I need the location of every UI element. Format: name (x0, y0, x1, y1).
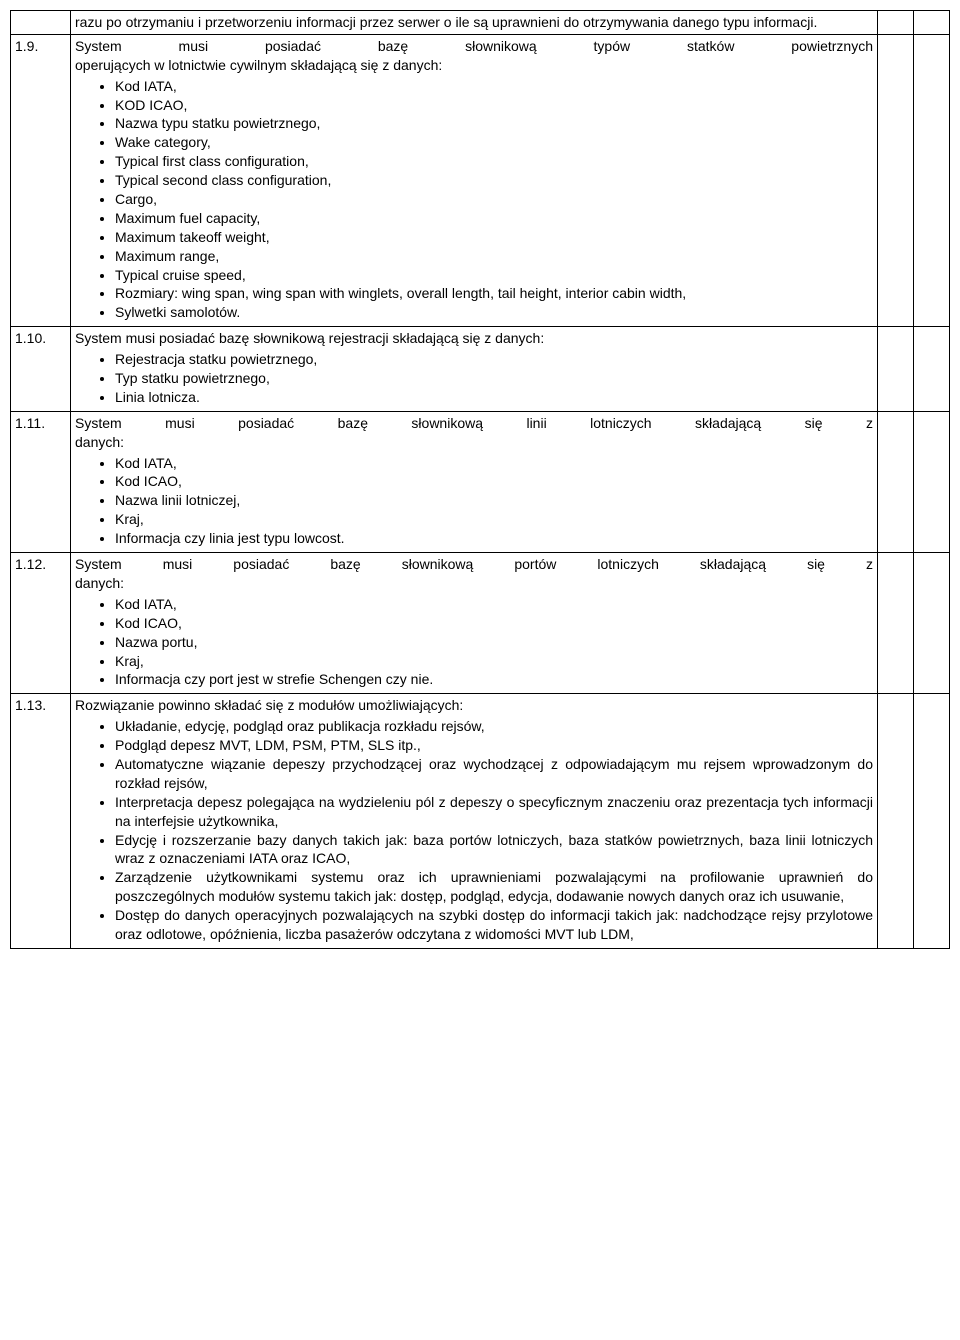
bullet-item: Nazwa linii lotniczej, (115, 491, 873, 510)
bullet-list: Rejestracja statku powietrznego,Typ stat… (75, 350, 873, 407)
row-intro: System musi posiadać bazę słownikową rej… (75, 329, 873, 348)
bullet-item: Zarządzenie użytkownikami systemu oraz i… (115, 868, 873, 906)
check-cell-2 (914, 694, 950, 949)
bullet-list: Układanie, edycję, podgląd oraz publikac… (75, 717, 873, 944)
bullet-item: Interpretacja depesz polegająca na wydzi… (115, 793, 873, 831)
bullet-item: Kod ICAO, (115, 472, 873, 491)
bullet-item: Dostęp do danych operacyjnych pozwalając… (115, 906, 873, 944)
row-intro: System musi posiadać bazę słownikową typ… (75, 37, 873, 56)
table-row: 1.9.System musi posiadać bazę słownikową… (11, 34, 950, 326)
table-row: 1.11.System musi posiadać bazę słownikow… (11, 411, 950, 552)
check-cell-2 (914, 411, 950, 552)
row-description: System musi posiadać bazę słownikową lin… (71, 411, 878, 552)
bullet-item: Nazwa typu statku powietrznego, (115, 114, 873, 133)
row-intro: razu po otrzymaniu i przetworzeniu infor… (75, 13, 873, 32)
table-row: 1.10.System musi posiadać bazę słownikow… (11, 327, 950, 412)
row-intro: System musi posiadać bazę słownikową lin… (75, 414, 873, 433)
row-number: 1.10. (11, 327, 71, 412)
check-cell-1 (878, 694, 914, 949)
check-cell-2 (914, 11, 950, 35)
bullet-item: Nazwa portu, (115, 633, 873, 652)
row-description: System musi posiadać bazę słownikową rej… (71, 327, 878, 412)
bullet-item: Cargo, (115, 190, 873, 209)
bullet-item: Kod IATA, (115, 454, 873, 473)
bullet-item: Rozmiary: wing span, wing span with wing… (115, 284, 873, 303)
row-intro-cont: operujących w lotnictwie cywilnym składa… (75, 56, 873, 75)
row-intro: Rozwiązanie powinno składać się z modułó… (75, 696, 873, 715)
row-number: 1.12. (11, 553, 71, 694)
row-description: System musi posiadać bazę słownikową typ… (71, 34, 878, 326)
bullet-item: Układanie, edycję, podgląd oraz publikac… (115, 717, 873, 736)
bullet-item: Podgląd depesz MVT, LDM, PSM, PTM, SLS i… (115, 736, 873, 755)
bullet-item: Kod IATA, (115, 595, 873, 614)
bullet-item: Informacja czy port jest w strefie Schen… (115, 670, 873, 689)
row-description: Rozwiązanie powinno składać się z modułó… (71, 694, 878, 949)
bullet-list: Kod IATA,Kod ICAO,Nazwa portu,Kraj,Infor… (75, 595, 873, 689)
bullet-item: Kod IATA, (115, 77, 873, 96)
table-row: 1.12.System musi posiadać bazę słownikow… (11, 553, 950, 694)
check-cell-2 (914, 34, 950, 326)
bullet-item: Automatyczne wiązanie depeszy przychodzą… (115, 755, 873, 793)
bullet-list: Kod IATA,Kod ICAO,Nazwa linii lotniczej,… (75, 454, 873, 548)
row-description: System musi posiadać bazę słownikową por… (71, 553, 878, 694)
check-cell-2 (914, 327, 950, 412)
row-intro: System musi posiadać bazę słownikową por… (75, 555, 873, 574)
bullet-item: Edycję i rozszerzanie bazy danych takich… (115, 831, 873, 869)
bullet-item: Informacja czy linia jest typu lowcost. (115, 529, 873, 548)
bullet-item: Typ statku powietrznego, (115, 369, 873, 388)
bullet-item: Sylwetki samolotów. (115, 303, 873, 322)
check-cell-1 (878, 34, 914, 326)
bullet-item: Typical cruise speed, (115, 266, 873, 285)
requirements-table: razu po otrzymaniu i przetworzeniu infor… (10, 10, 950, 949)
bullet-item: Kraj, (115, 652, 873, 671)
bullet-item: Maximum fuel capacity, (115, 209, 873, 228)
check-cell-1 (878, 553, 914, 694)
row-number (11, 11, 71, 35)
bullet-item: KOD ICAO, (115, 96, 873, 115)
row-number: 1.13. (11, 694, 71, 949)
table-row: razu po otrzymaniu i przetworzeniu infor… (11, 11, 950, 35)
check-cell-1 (878, 327, 914, 412)
bullet-item: Maximum takeoff weight, (115, 228, 873, 247)
row-description: razu po otrzymaniu i przetworzeniu infor… (71, 11, 878, 35)
row-number: 1.11. (11, 411, 71, 552)
bullet-item: Maximum range, (115, 247, 873, 266)
bullet-item: Typical second class configuration, (115, 171, 873, 190)
bullet-item: Rejestracja statku powietrznego, (115, 350, 873, 369)
check-cell-2 (914, 553, 950, 694)
bullet-item: Typical first class configuration, (115, 152, 873, 171)
row-intro-cont: danych: (75, 574, 873, 593)
row-intro-cont: danych: (75, 433, 873, 452)
bullet-item: Kraj, (115, 510, 873, 529)
bullet-item: Kod ICAO, (115, 614, 873, 633)
table-row: 1.13.Rozwiązanie powinno składać się z m… (11, 694, 950, 949)
bullet-item: Linia lotnicza. (115, 388, 873, 407)
bullet-list: Kod IATA,KOD ICAO,Nazwa typu statku powi… (75, 77, 873, 323)
bullet-item: Wake category, (115, 133, 873, 152)
row-number: 1.9. (11, 34, 71, 326)
check-cell-1 (878, 11, 914, 35)
check-cell-1 (878, 411, 914, 552)
